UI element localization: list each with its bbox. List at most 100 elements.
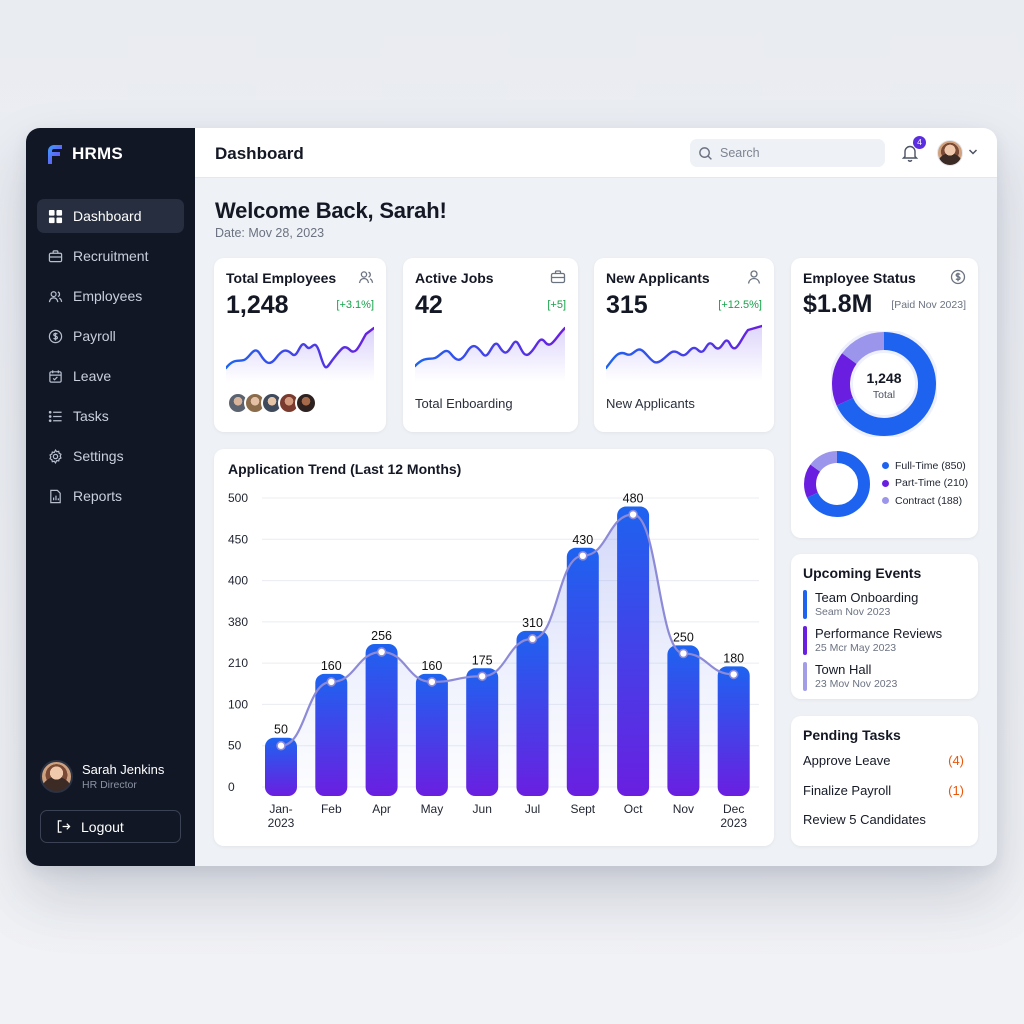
y-tick-label: 450 [228,532,248,546]
event-item[interactable]: Performance Reviews 25 Mcr May 2023 [803,626,942,655]
application-trend-card[interactable]: Application Trend (Last 12 Months) 0 50 10… [214,449,774,846]
employee-donut-mini [804,451,870,517]
sidebar-item-reports[interactable]: Reports [37,479,184,513]
sidebar-item-employees[interactable]: Employees [37,279,184,313]
dollar-icon [950,269,966,285]
chart-point[interactable] [678,648,689,659]
x-tick-label: Jan-2023 [268,802,295,830]
chart-bar[interactable] [466,668,499,796]
data-label: 160 [421,659,442,673]
x-tick-label: Sept [570,802,595,816]
legend-dot [882,462,889,470]
chart-point[interactable] [427,677,437,687]
logout-button[interactable]: Logout [40,810,181,843]
kpi-card-total-employees[interactable]: Total Employees 1,248 [+3.1%] [214,258,386,432]
top-header: Dashboard 4 [195,128,997,178]
chart-bar[interactable] [415,673,448,796]
sidebar-item-label: Tasks [73,408,109,424]
avatar [295,392,317,414]
chevron-down-icon[interactable] [968,148,978,156]
header-avatar[interactable] [937,140,963,166]
sidebar-item-label: Leave [73,368,112,384]
legend-item: Contract (188) [882,492,968,510]
x-tick-label: Apr [372,802,391,816]
sidebar-item-leave[interactable]: Leave [37,359,184,393]
notifications-button[interactable]: 4 [901,136,926,163]
pending-tasks-card[interactable]: Pending Tasks Approve Leave (4) Finalize… [791,716,978,846]
search-box[interactable] [690,139,885,167]
event-item[interactable]: Town Hall 23 Mov Nov 2023 [803,662,897,691]
sidebar-item-dashboard[interactable]: Dashboard [37,199,184,233]
task-item[interactable]: Review 5 Candidates [803,812,964,827]
users-icon [48,290,63,302]
users-icon [358,271,374,284]
chart-point[interactable] [276,740,286,751]
event-date: Seam Nov 2023 [815,606,891,618]
brand[interactable]: HRMS [46,144,123,164]
kpi-delta: [+3.1%] [336,299,374,311]
task-label: Approve Leave [803,753,891,768]
kpi-card-new-applicants[interactable]: New Applicants 315 [+12.5%] New Applican… [594,258,774,432]
chart-point[interactable] [577,551,588,561]
employee-donut-chart [831,331,937,437]
sidebar-item-label: Recruitment [73,248,149,264]
payroll-value: $1.8M [803,290,873,318]
logout-label: Logout [81,818,124,835]
welcome-date: Date: Mov 28, 2023 [215,226,325,240]
event-marker [803,626,807,655]
task-item[interactable]: Approve Leave (4) [803,753,964,768]
chart-point[interactable] [728,669,739,680]
sparkline [606,324,762,382]
data-label: 180 [723,651,744,665]
sparkline [415,326,565,382]
y-tick-label: 380 [228,615,248,629]
sidebar-item-label: Dashboard [73,208,142,224]
chart-bar[interactable] [265,737,297,796]
event-item[interactable]: Team Onboarding Seam Nov 2023 [803,590,918,619]
search-input[interactable] [720,146,870,160]
chart-point[interactable] [326,677,337,687]
legend-label: Full-Time (850) [895,459,966,472]
notification-badge: 4 [913,136,926,149]
kpi-subtitle: New Applicants [606,396,695,411]
chart-point[interactable] [477,671,488,682]
kpi-value: 315 [606,291,648,319]
user-name: Sarah Jenkins [82,762,165,777]
sidebar-item-tasks[interactable]: Tasks [37,399,184,433]
chart-bar[interactable] [365,643,398,796]
donut-slice [832,332,936,436]
chart-point[interactable] [376,647,387,657]
user-role: HR Director [82,779,137,791]
kpi-card-active-jobs[interactable]: Active Jobs 42 [+5] Total Enboarding [403,258,578,432]
employee-avatars [227,392,317,414]
chart-bar[interactable] [617,506,650,796]
sidebar-item-recruitment[interactable]: Recruitment [37,239,184,273]
data-label: 160 [321,659,342,673]
search-icon [699,146,712,160]
card-title: Employee Status [803,270,916,286]
chart-bar[interactable] [717,666,750,796]
y-tick-label: 400 [228,574,248,588]
task-item[interactable]: Finalize Payroll (1) [803,783,964,798]
avatar [40,760,73,793]
sidebar-item-settings[interactable]: Settings [37,439,184,473]
current-user[interactable]: Sarah Jenkins HR Director [40,760,164,793]
sidebar-item-payroll[interactable]: Payroll [37,319,184,353]
chart-bar[interactable] [516,630,549,796]
y-tick-label: 0 [228,780,235,794]
upcoming-events-card[interactable]: Upcoming Events Team Onboarding Seam Nov … [791,554,978,699]
chart-bar[interactable] [315,673,348,796]
chart-point[interactable] [527,634,538,644]
legend-label: Contract (188) [895,494,963,507]
employee-status-card[interactable]: Employee Status $1.8M [Paid Nov 2023] 1,… [791,258,978,538]
kpi-subtitle: Total Enboarding [415,396,513,411]
sidebar: HRMS Dashboard Recruitment Employees Pay… [26,128,195,866]
y-tick-label: 100 [228,697,248,711]
chart-point[interactable] [628,509,638,520]
legend-dot [882,479,889,487]
legend-label: Part-Time (210) [895,477,969,490]
chart-bar[interactable] [566,547,599,796]
sidebar-item-label: Settings [73,448,124,464]
chart-bar[interactable] [667,645,700,796]
payroll-note: [Paid Nov 2023] [891,299,966,311]
